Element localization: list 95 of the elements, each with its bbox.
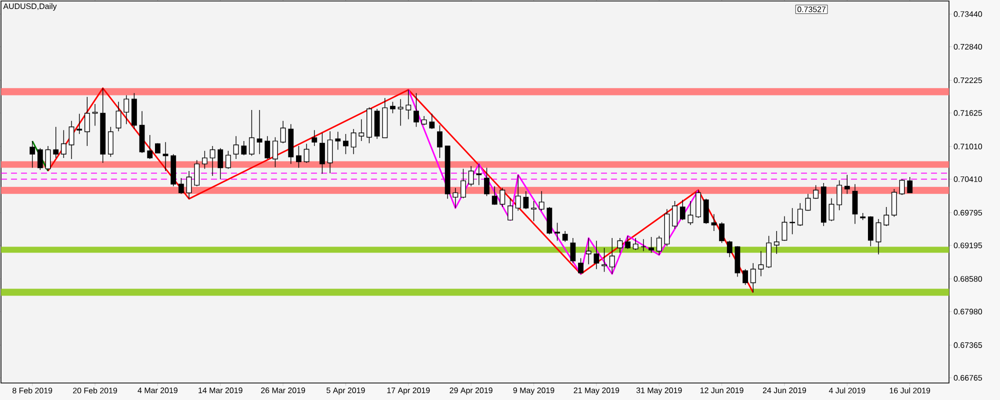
candlestick	[304, 143, 310, 164]
candlestick	[609, 238, 615, 274]
candlestick	[320, 132, 325, 174]
candlestick	[194, 160, 200, 187]
candlestick	[147, 134, 153, 160]
candlestick	[844, 174, 850, 194]
candlestick	[53, 126, 59, 158]
candlestick	[766, 236, 772, 268]
candlestick	[899, 178, 905, 196]
candlestick	[594, 240, 600, 270]
candlestick	[116, 101, 122, 132]
candlestick	[868, 216, 874, 247]
candlestick	[226, 150, 231, 170]
candlestick	[805, 194, 811, 212]
candlestick	[218, 148, 224, 180]
candlestick	[429, 113, 435, 130]
candlestick	[758, 250, 764, 277]
candlestick	[797, 202, 803, 226]
candlestick	[515, 174, 521, 212]
candlestick	[45, 146, 51, 172]
candlestick	[178, 178, 184, 194]
candlestick	[154, 142, 160, 154]
candlestick	[437, 124, 442, 158]
candlestick	[210, 146, 216, 176]
candlestick	[500, 188, 506, 208]
candlestick	[578, 258, 584, 274]
candlestick	[742, 268, 748, 286]
candlestick	[124, 94, 130, 124]
candlestick	[570, 238, 576, 264]
candlestick	[233, 136, 239, 160]
line-series	[47, 87, 754, 294]
candlestick	[884, 206, 890, 226]
candlestick	[907, 176, 913, 194]
candlestick	[632, 238, 638, 250]
candlestick	[531, 200, 536, 222]
candlestick	[272, 136, 278, 168]
candlestick	[264, 136, 270, 160]
candlestick	[484, 167, 490, 196]
candlestick	[358, 118, 364, 142]
candlestick	[343, 134, 348, 154]
candlestick	[468, 166, 474, 187]
candlestick	[414, 92, 419, 128]
candlestick	[774, 230, 780, 254]
candlestick	[726, 240, 732, 258]
candlestick	[37, 148, 43, 170]
candlestick	[617, 238, 623, 254]
candlestick	[60, 130, 66, 158]
candlestick	[312, 130, 318, 146]
candlestick	[782, 216, 788, 242]
candlestick	[852, 184, 858, 224]
candlestick	[554, 222, 560, 242]
candlestick	[508, 198, 513, 220]
candlestick	[696, 190, 701, 218]
candlestick	[672, 200, 678, 230]
candlestick	[241, 140, 247, 156]
candlestick	[688, 200, 694, 226]
candlestick	[460, 168, 466, 199]
candlestick	[719, 222, 724, 244]
candlestick	[335, 131, 341, 150]
candlestick	[586, 238, 592, 265]
candlestick	[492, 186, 498, 206]
candlestick	[836, 180, 842, 211]
candlestick	[656, 236, 662, 256]
candlestick	[84, 96, 90, 146]
candlestick	[703, 198, 709, 224]
candlestick	[256, 110, 262, 154]
candlestick	[813, 184, 819, 200]
candlestick	[350, 128, 356, 154]
candlestick	[421, 116, 427, 126]
candlestick	[30, 140, 36, 168]
candlestick	[648, 236, 654, 254]
candlestick	[296, 146, 302, 168]
candlestick	[452, 188, 458, 208]
candlestick	[398, 98, 404, 126]
candlestick	[640, 238, 646, 252]
candlestick	[390, 101, 396, 114]
candlestick	[876, 218, 882, 255]
candlestick	[68, 120, 74, 160]
candlestick	[750, 262, 756, 293]
candlestick	[891, 188, 897, 218]
candlestick	[249, 110, 254, 156]
candlestick	[406, 89, 412, 120]
candlestick	[523, 190, 529, 210]
candlestick	[711, 214, 717, 232]
candlestick	[108, 126, 114, 158]
candlestick	[680, 200, 686, 220]
candlestick	[828, 198, 834, 222]
candlestick	[625, 236, 630, 250]
candlestick	[186, 170, 192, 200]
candlestick	[327, 130, 333, 174]
candlestick	[76, 113, 82, 134]
candlestick	[280, 120, 286, 144]
candlestick	[562, 230, 568, 242]
candlestick	[538, 190, 544, 212]
candlestick	[202, 150, 208, 170]
